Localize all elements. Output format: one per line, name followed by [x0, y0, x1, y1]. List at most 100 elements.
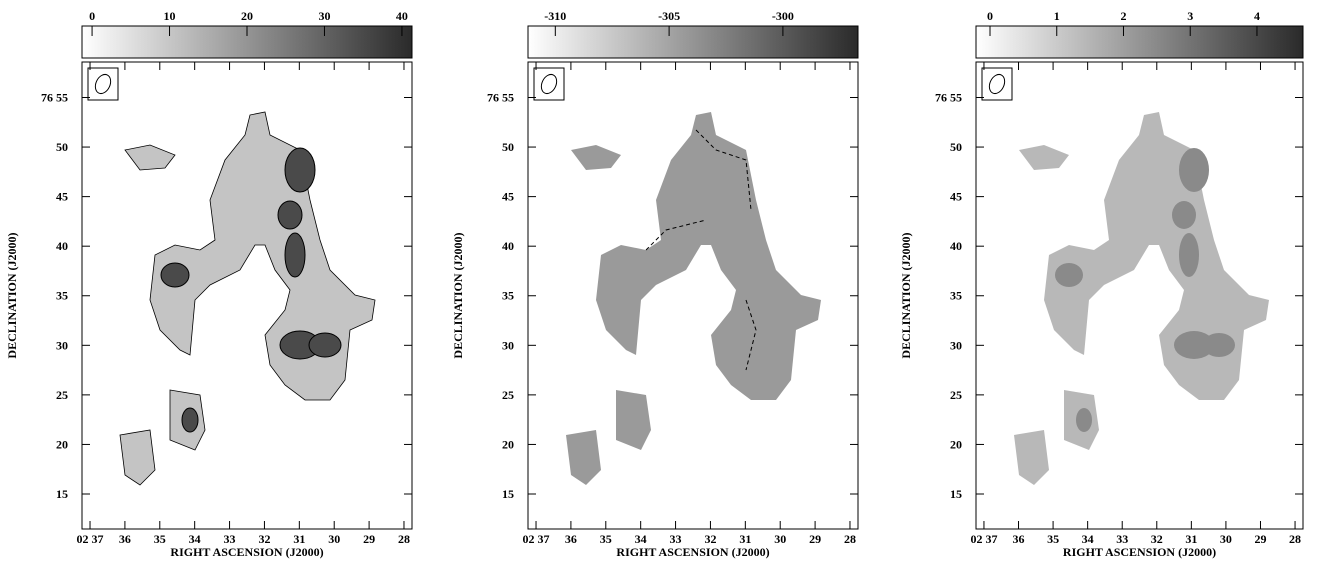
x-tick-label: 28: [1289, 532, 1301, 546]
y-tick-label: 50: [950, 140, 962, 154]
y-tick-label: 45: [502, 190, 514, 204]
y-tick-label: 76 55: [487, 90, 514, 104]
emission-core: [1076, 408, 1092, 432]
emission-core: [181, 407, 199, 433]
y-tick-label: 45: [950, 190, 962, 204]
y-tick-label: 25: [56, 388, 68, 402]
y-tick-label: 30: [502, 338, 514, 352]
y-tick-label: 76 55: [41, 90, 68, 104]
x-tick-label: 36: [119, 532, 131, 546]
x-tick-label: 34: [635, 532, 647, 546]
y-tick-label: 20: [56, 437, 68, 451]
x-tick-label: 02 37: [523, 532, 550, 546]
y-tick-label: 20: [502, 437, 514, 451]
emission: [119, 111, 376, 486]
emission-core: [1179, 148, 1209, 192]
contour: [645, 129, 757, 371]
x-axis-label: RIGHT ASCENSION (J2000): [616, 545, 769, 559]
y-tick-label: 15: [502, 487, 514, 501]
beam-box: [87, 67, 119, 101]
y-tick-label: 35: [502, 289, 514, 303]
colorbar-tick-label: 2: [1120, 9, 1126, 23]
panel: 0 10 20 30 40 02 37 36 35 34 33 32 31 30 29 28 15 20 25 30…: [5, 9, 413, 559]
panel: -310 -305 -300 02 37 36 35 34 33 32 31 30 29 28 15 20 2…: [451, 9, 859, 559]
y-tick-label: 30: [56, 338, 68, 352]
y-axis-label: DECLINATION (J2000): [899, 232, 913, 358]
beam-box: [981, 67, 1013, 101]
colorbar: [975, 25, 1304, 59]
x-axis-label: RIGHT ASCENSION (J2000): [170, 545, 323, 559]
emission-core: [1203, 333, 1235, 357]
x-tick-label: 32: [1151, 532, 1163, 546]
colorbar-tick-label: -305: [658, 9, 680, 23]
panel: 0 1 2 3 402 37 36 35 34 33 32 31 30 29 28152025303540…: [899, 9, 1304, 559]
emission-core: [1174, 331, 1214, 359]
x-tick-label: 33: [670, 532, 682, 546]
beam: [540, 73, 558, 95]
y-tick-label: 15: [950, 487, 962, 501]
beam-box: [533, 67, 565, 101]
x-tick-label: 29: [1254, 532, 1266, 546]
y-tick-label: 15: [56, 487, 68, 501]
emission-core: [284, 232, 306, 278]
beam: [988, 73, 1006, 95]
y-axis-label: DECLINATION (J2000): [5, 232, 19, 358]
x-tick-label: 28: [844, 532, 856, 546]
y-tick-label: 35: [56, 289, 68, 303]
x-tick-label: 32: [258, 532, 270, 546]
x-axis-label: RIGHT ASCENSION (J2000): [1063, 545, 1216, 559]
y-tick-label: 40: [950, 239, 962, 253]
emission-region: [119, 111, 376, 486]
emission-core: [308, 332, 342, 358]
colorbar-tick-label: 10: [164, 9, 176, 23]
emission: [1014, 112, 1269, 485]
emission-region: [566, 112, 821, 485]
x-tick-label: 36: [1013, 532, 1025, 546]
y-tick-label: 20: [950, 437, 962, 451]
colorbar-tick-label: 4: [1254, 9, 1260, 23]
x-tick-label: 34: [189, 532, 201, 546]
x-tick-label: 02 37: [77, 532, 104, 546]
emission-core: [1179, 233, 1199, 277]
x-tick-label: 31: [293, 532, 305, 546]
x-tick-label: 33: [224, 532, 236, 546]
x-tick-label: 02 37: [970, 532, 997, 546]
colorbar-tick-label: -300: [772, 9, 794, 23]
x-tick-label: 34: [1082, 532, 1094, 546]
y-tick-label: 50: [56, 140, 68, 154]
emission-core: [160, 262, 190, 288]
y-tick-label: 50: [502, 140, 514, 154]
colorbar-tick-label: 0: [987, 9, 993, 23]
x-tick-label: 31: [739, 532, 751, 546]
emission: [566, 112, 821, 485]
x-tick-label: 35: [600, 532, 612, 546]
colorbar: [527, 25, 859, 59]
y-tick-label: 25: [502, 388, 514, 402]
emission-core: [277, 200, 303, 230]
y-tick-label: 76 55: [935, 90, 962, 104]
colorbar-tick-label: 0: [89, 9, 95, 23]
emission-core: [284, 147, 316, 193]
x-tick-label: 36: [565, 532, 577, 546]
emission-region: [1014, 112, 1269, 485]
y-tick-label: 25: [950, 388, 962, 402]
colorbar-tick-label: 20: [241, 9, 253, 23]
x-tick-label: 28: [398, 532, 410, 546]
colorbar-tick-label: 1: [1054, 9, 1060, 23]
x-tick-label: 33: [1116, 532, 1128, 546]
emission-core: [1172, 201, 1196, 229]
y-tick-label: 45: [56, 190, 68, 204]
x-tick-label: 31: [1185, 532, 1197, 546]
emission-core: [1055, 263, 1083, 287]
x-tick-label: 32: [704, 532, 716, 546]
y-tick-label: 30: [950, 338, 962, 352]
x-tick-label: 30: [774, 532, 786, 546]
x-tick-label: 30: [328, 532, 340, 546]
x-tick-label: 29: [809, 532, 821, 546]
y-tick-label: 35: [950, 289, 962, 303]
y-tick-label: 40: [56, 239, 68, 253]
x-tick-label: 35: [154, 532, 166, 546]
x-tick-label: 30: [1220, 532, 1232, 546]
beam: [94, 73, 112, 95]
y-axis-label: DECLINATION (J2000): [451, 232, 465, 358]
